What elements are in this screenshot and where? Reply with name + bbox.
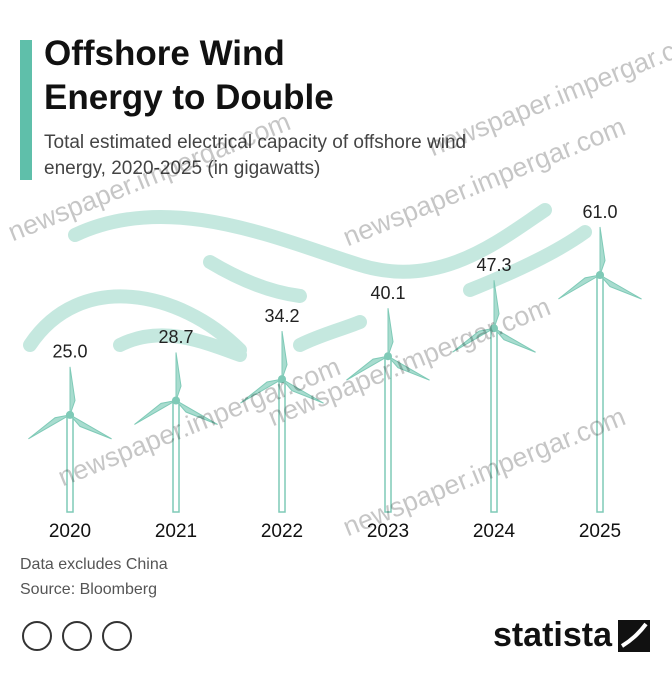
x-tick-label: 2024 — [473, 521, 516, 542]
turbine-blade — [558, 274, 601, 300]
turbine-blade — [599, 226, 606, 276]
turbine-blade — [387, 355, 430, 381]
turbine-blade — [69, 366, 76, 416]
turbine-blade — [134, 400, 177, 425]
turbine-hub — [596, 271, 604, 279]
accent-bar — [20, 40, 32, 180]
watermark: newspaper.impergar.com — [54, 351, 345, 492]
value-label: 28.7 — [158, 327, 193, 347]
turbine-hub — [384, 352, 392, 361]
turbine-blade — [281, 331, 288, 380]
turbine-blade — [69, 414, 112, 440]
turbine-blade — [28, 414, 71, 440]
turbine-blade — [175, 400, 218, 425]
chart-title: Offshore Wind Energy to Double — [44, 34, 334, 117]
turbine-blade — [387, 308, 394, 357]
turbine-hub — [490, 324, 498, 333]
value-label: 47.3 — [476, 255, 511, 275]
subtitle-box: Total estimated electrical capacity of o… — [44, 132, 467, 179]
wind-swooshes — [23, 203, 592, 362]
note: Data excludes China — [20, 556, 168, 573]
turbine-blade — [493, 327, 536, 353]
turbine-blade — [175, 352, 182, 401]
turbine-blade — [493, 280, 500, 329]
turbine-blade — [281, 378, 324, 404]
note: Source: Bloomberg — [20, 581, 157, 598]
x-tick-label: 2025 — [579, 521, 621, 542]
turbine-tower — [596, 274, 604, 513]
chart-subtitle: Total estimated electrical capacity of o… — [44, 132, 467, 179]
x-tick-label: 2023 — [367, 521, 409, 542]
x-tick-label: 2021 — [155, 521, 197, 542]
title-box: Offshore Wind Energy to Double — [44, 34, 334, 117]
brand-icon-mark — [620, 622, 648, 648]
x-tick-label: 2020 — [49, 521, 91, 542]
turbine-hub — [66, 410, 74, 419]
turbines — [28, 226, 642, 513]
turbine-blade — [240, 378, 283, 404]
turbine-blade — [346, 355, 389, 381]
value-label: 25.0 — [52, 342, 87, 362]
cc-icons — [22, 621, 132, 651]
turbine-hub — [172, 396, 180, 405]
value-label: 34.2 — [264, 306, 299, 326]
brand: statista — [493, 616, 613, 654]
value-label: 61.0 — [582, 202, 617, 222]
turbine-hub — [278, 375, 286, 384]
x-tick-label: 2022 — [261, 521, 303, 542]
value-label: 40.1 — [370, 283, 405, 303]
turbine-blade — [452, 327, 495, 353]
turbine-blade — [599, 274, 642, 300]
